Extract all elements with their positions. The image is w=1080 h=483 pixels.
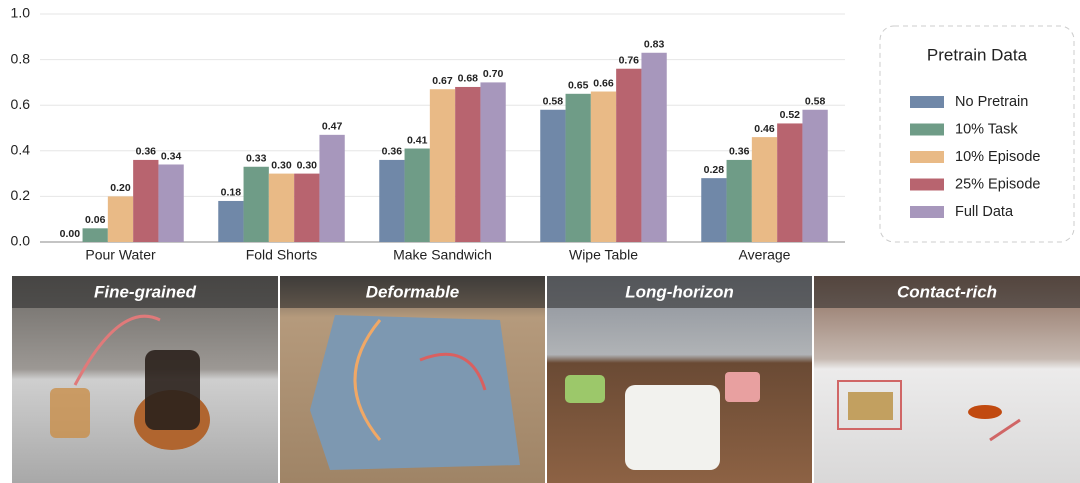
bar <box>480 82 506 243</box>
bar <box>319 134 345 242</box>
photo-arrow <box>989 418 1021 442</box>
y-tick-label: 0.0 <box>11 233 31 249</box>
y-tick-label: 0.4 <box>11 142 31 158</box>
bar <box>133 159 159 242</box>
y-tick-label: 1.0 <box>11 5 31 21</box>
photo-arrow <box>73 314 161 386</box>
bar <box>429 89 456 243</box>
value-label: 0.36 <box>382 146 403 158</box>
photo-object <box>50 388 90 438</box>
value-label: 0.46 <box>754 123 775 135</box>
value-label: 0.00 <box>60 228 81 240</box>
bar <box>751 137 778 242</box>
legend-label: Full Data <box>955 204 1014 220</box>
legend-swatch <box>910 178 944 191</box>
legend-label: 10% Task <box>955 121 1018 137</box>
value-label: 0.76 <box>619 55 640 67</box>
panel-label: Long-horizon <box>625 282 734 301</box>
chart: 0.0 0.2 0.4 0.6 0.8 1.0 Pour Water 0.00 0.06 0.20… <box>11 5 845 263</box>
photo-object <box>848 392 893 420</box>
legend-label: 25% Episode <box>955 176 1040 192</box>
legend-swatch <box>910 123 944 136</box>
value-label: 0.34 <box>161 150 182 162</box>
bar <box>616 68 642 242</box>
photos: Fine-grained Deformable Long-horizon Contac… <box>12 276 1080 483</box>
legend-swatch <box>910 206 944 218</box>
photo-object <box>968 405 1002 419</box>
photo-object <box>310 315 520 470</box>
bar <box>777 123 803 242</box>
y-tick-label: 0.2 <box>11 187 31 203</box>
legend-title: Pretrain Data <box>927 45 1028 64</box>
photo-object <box>565 375 605 403</box>
photo-object <box>145 350 200 430</box>
bar <box>82 228 108 242</box>
legend-label: 10% Episode <box>955 149 1040 165</box>
value-label: 0.30 <box>297 159 318 171</box>
bar <box>268 173 295 242</box>
bar <box>802 109 828 242</box>
x-tick-label: Fold Shorts <box>246 247 318 263</box>
bar <box>379 159 405 242</box>
value-label: 0.36 <box>136 146 157 158</box>
value-label: 0.06 <box>85 214 106 226</box>
bar <box>243 166 269 242</box>
value-label: 0.58 <box>805 96 826 108</box>
bar <box>540 109 566 242</box>
photo-arrow <box>353 319 382 441</box>
value-label: 0.65 <box>568 80 589 92</box>
panel-label: Deformable <box>366 282 460 301</box>
bar <box>404 148 430 242</box>
bar <box>158 164 184 242</box>
value-label: 0.33 <box>246 153 267 165</box>
legend: Pretrain Data No Pretrain 10% Task 10% Epi… <box>879 25 1075 243</box>
bar <box>641 52 667 243</box>
value-label: 0.70 <box>483 68 504 80</box>
panel-banner <box>12 276 278 308</box>
value-label: 0.41 <box>407 134 428 146</box>
panel-banner <box>547 276 812 308</box>
x-tick-label: Pour Water <box>85 247 156 263</box>
value-label: 0.30 <box>271 159 292 171</box>
value-label: 0.58 <box>543 96 564 108</box>
photo-object <box>625 385 720 470</box>
x-tick-label: Make Sandwich <box>393 247 492 263</box>
bar <box>590 91 617 243</box>
legend-swatch <box>910 96 944 108</box>
photo-highlight <box>837 380 902 430</box>
bar <box>107 196 134 242</box>
value-label: 0.83 <box>644 39 665 51</box>
value-label: 0.20 <box>110 182 131 194</box>
photo-arrow <box>419 352 487 391</box>
y-tick-label: 0.8 <box>11 50 31 66</box>
bar <box>565 93 591 242</box>
legend-swatch <box>910 151 944 163</box>
y-tick-label: 0.6 <box>11 96 31 112</box>
value-label: 0.52 <box>780 109 801 121</box>
x-tick-label: Average <box>739 247 791 263</box>
value-label: 0.66 <box>593 77 614 89</box>
bar <box>218 200 244 242</box>
bar <box>701 178 727 242</box>
bar <box>455 86 481 243</box>
legend-label: No Pretrain <box>955 94 1028 110</box>
x-tick-label: Wipe Table <box>569 247 638 263</box>
value-label: 0.36 <box>729 146 750 158</box>
bar <box>726 159 752 242</box>
panel-banner <box>814 276 1080 308</box>
value-label: 0.47 <box>322 121 343 133</box>
photo-object <box>725 372 760 402</box>
photo <box>814 276 1080 483</box>
legend-box <box>879 25 1075 243</box>
panel-label: Contact-rich <box>897 282 997 301</box>
panel-banner <box>280 276 545 308</box>
value-label: 0.28 <box>704 164 725 176</box>
value-label: 0.67 <box>432 75 453 87</box>
value-label: 0.68 <box>458 73 479 85</box>
panel-label: Fine-grained <box>94 282 197 301</box>
value-label: 0.18 <box>221 187 242 199</box>
bar <box>294 173 320 242</box>
